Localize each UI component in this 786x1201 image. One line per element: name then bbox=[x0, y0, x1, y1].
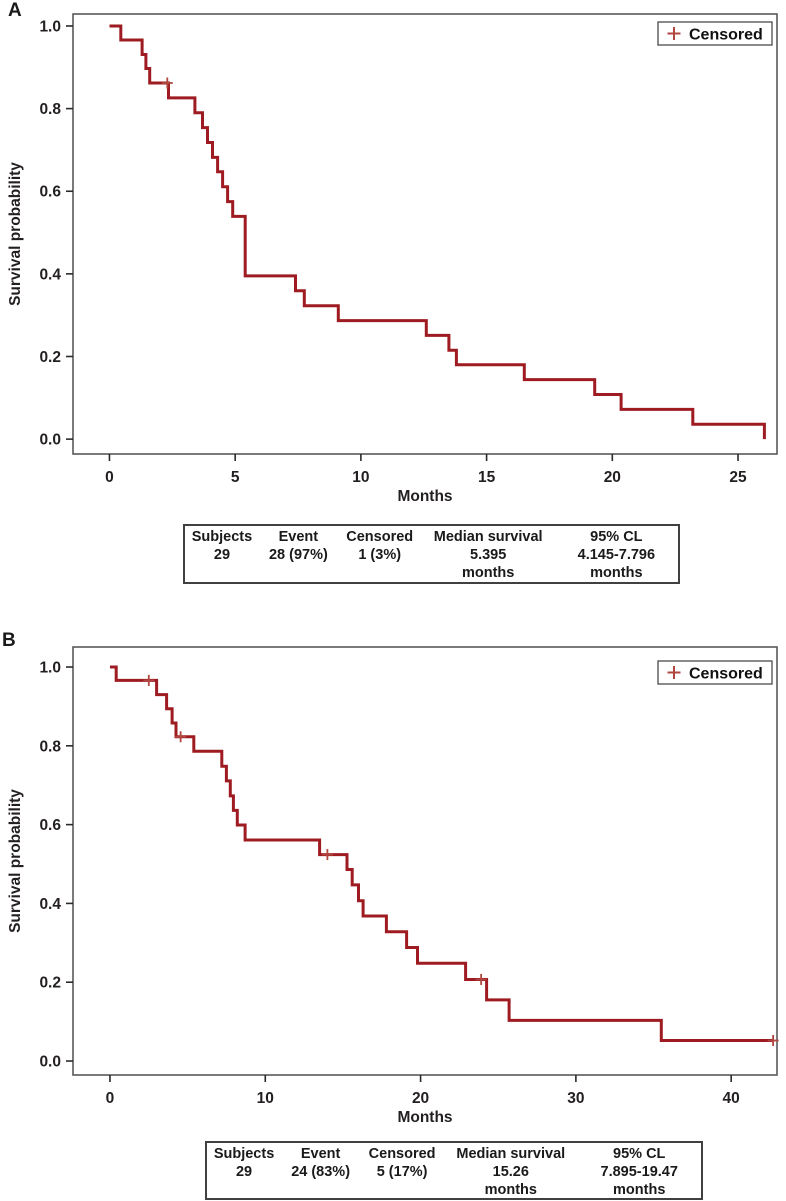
cl-unit: months bbox=[590, 565, 643, 581]
y-tick-label: 1.0 bbox=[39, 660, 61, 677]
legend-label: Censored bbox=[689, 27, 763, 44]
summary-col-event: Event 28 (97%) bbox=[259, 528, 338, 582]
plot-frame bbox=[72, 646, 778, 1076]
event-header: Event bbox=[278, 529, 319, 545]
summary-col-median: Median survival 5.395 months bbox=[422, 528, 555, 582]
x-tick-label: 15 bbox=[478, 469, 496, 486]
median-value: 15.26 bbox=[492, 1164, 529, 1180]
event-header: Event bbox=[300, 1146, 341, 1162]
cl-header: 95% CL bbox=[613, 1146, 666, 1162]
x-tick-label: 0 bbox=[105, 469, 114, 486]
panel-a-label: A bbox=[8, 0, 22, 21]
x-tick-label: 25 bbox=[729, 469, 747, 486]
x-tick-label: 30 bbox=[567, 1090, 584, 1107]
summary-col-subjects: Subjects 29 bbox=[207, 1145, 281, 1198]
cl-value: 4.145-7.796 bbox=[577, 547, 656, 563]
y-tick-label: 0.4 bbox=[39, 266, 61, 283]
median-unit: months bbox=[461, 565, 515, 581]
median-value: 5.395 bbox=[470, 547, 507, 563]
cl-unit: months bbox=[613, 1182, 666, 1198]
plot-frame bbox=[72, 13, 778, 455]
x-tick-label: 10 bbox=[352, 469, 369, 486]
event-value: 28 (97%) bbox=[268, 547, 328, 563]
event-value: 24 (83%) bbox=[291, 1164, 351, 1180]
median-header: Median survival bbox=[433, 529, 543, 545]
x-tick-label: 10 bbox=[257, 1090, 274, 1107]
median-unit: months bbox=[484, 1182, 537, 1198]
summary-col-median: Median survival 15.26 months bbox=[444, 1145, 577, 1198]
censored-header: Censored bbox=[346, 529, 414, 545]
y-tick-label: 0.8 bbox=[39, 101, 61, 118]
y-axis-title: Survival probability bbox=[7, 789, 24, 933]
summary-col-censored: Censored 5 (17%) bbox=[360, 1145, 444, 1198]
y-tick-label: 0.8 bbox=[39, 738, 61, 755]
legend-label: Censored bbox=[689, 666, 763, 683]
y-tick-label: 0.2 bbox=[39, 349, 61, 366]
summary-col-censored: Censored 1 (3%) bbox=[338, 528, 422, 582]
x-axis-title: Months bbox=[397, 488, 452, 505]
x-tick-label: 20 bbox=[604, 469, 621, 486]
median-header: Median survival bbox=[456, 1146, 566, 1162]
km-plot-b: 1.0 0.8 0.6 0.4 0.2 0.0 0 10 20 30 40 Months Surviva… bbox=[7, 646, 779, 1126]
subjects-value: 29 bbox=[213, 547, 231, 563]
subjects-header: Subjects bbox=[213, 1146, 275, 1162]
x-tick-label: 20 bbox=[412, 1090, 429, 1107]
censored-value: 5 (17%) bbox=[376, 1164, 428, 1180]
x-tick-label: 0 bbox=[106, 1090, 115, 1107]
summary-table-b: Subjects 29 Event 24 (83%) Censored 5 (1… bbox=[205, 1141, 703, 1200]
cl-header: 95% CL bbox=[590, 529, 643, 545]
subjects-value: 29 bbox=[235, 1164, 253, 1180]
censored-header: Censored bbox=[368, 1146, 436, 1162]
x-tick-label: 5 bbox=[231, 469, 240, 486]
km-plot-a: 1.0 0.8 0.6 0.4 0.2 0.0 0 5 10 15 20 25 Months Surviv… bbox=[7, 13, 778, 505]
summary-table-a: Subjects 29 Event 28 (97%) Censored 1 (3… bbox=[183, 524, 680, 584]
subjects-header: Subjects bbox=[191, 529, 253, 545]
summary-col-event: Event 24 (83%) bbox=[281, 1145, 360, 1198]
y-axis-title: Survival probability bbox=[7, 162, 24, 306]
survival-curve bbox=[110, 665, 774, 1042]
x-axis-title: Months bbox=[397, 1109, 452, 1126]
y-tick-label: 1.0 bbox=[39, 18, 61, 35]
summary-col-cl: 95% CL 7.895-19.47 months bbox=[577, 1145, 701, 1198]
y-tick-label: 0.4 bbox=[39, 896, 61, 913]
panel-b-label: B bbox=[2, 630, 16, 651]
legend-box bbox=[657, 660, 773, 685]
summary-col-cl: 95% CL 4.145-7.796 months bbox=[555, 528, 678, 582]
y-tick-label: 0.6 bbox=[39, 817, 61, 834]
summary-col-subjects: Subjects 29 bbox=[185, 528, 259, 582]
legend-box bbox=[657, 21, 773, 46]
survival-curve bbox=[109, 24, 766, 440]
y-tick-label: 0.0 bbox=[39, 432, 61, 449]
x-tick-label: 40 bbox=[723, 1090, 740, 1107]
censored-value: 1 (3%) bbox=[358, 547, 402, 563]
y-tick-label: 0.2 bbox=[39, 975, 61, 992]
y-tick-label: 0.0 bbox=[39, 1054, 61, 1071]
y-tick-label: 0.6 bbox=[39, 184, 61, 201]
cl-value: 7.895-19.47 bbox=[600, 1164, 678, 1180]
